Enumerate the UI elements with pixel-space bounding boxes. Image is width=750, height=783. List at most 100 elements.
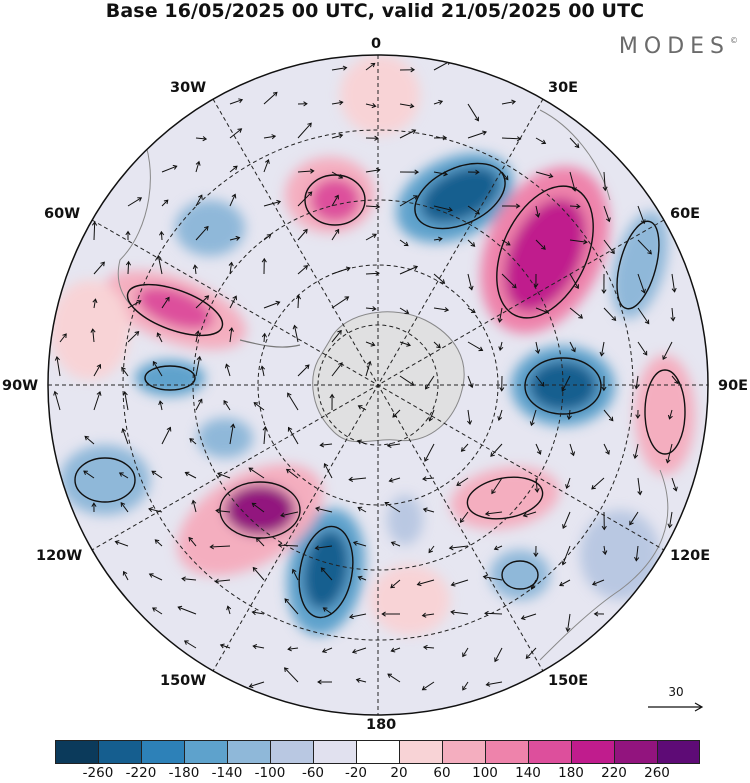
wind-arrowhead <box>84 435 90 441</box>
wind-arrow <box>568 409 571 420</box>
wind-arrow <box>93 391 101 411</box>
wind-arrowhead <box>413 265 419 271</box>
wind-arrowhead <box>295 294 302 300</box>
wind-arrowhead <box>284 598 290 603</box>
colorbar-tick-label: 20 <box>390 765 408 781</box>
lon-label-60e: 60E <box>670 206 701 222</box>
high-anomaly-80w <box>50 280 130 380</box>
wind-arrow <box>390 579 401 589</box>
wind-arrowhead <box>471 308 476 313</box>
colorbar-tick-label: -220 <box>125 765 157 781</box>
wind-arrow <box>160 231 163 241</box>
colorbar-tick-label: 60 <box>433 765 451 781</box>
wind-arrowhead <box>177 605 183 611</box>
colorbar-tick-label: -20 <box>344 765 368 781</box>
wind-arrow <box>229 327 233 343</box>
wind-arrowhead <box>421 612 427 618</box>
wind-arrowhead <box>272 91 278 97</box>
wind-arrow <box>194 265 197 275</box>
wind-arrowhead <box>534 488 540 493</box>
wind-arrowhead <box>386 442 392 448</box>
wind-arrowhead <box>644 319 650 325</box>
wind-arrow <box>569 307 583 319</box>
wind-arrow <box>297 191 313 207</box>
wind-arrow <box>215 579 231 582</box>
colorbar-swatch <box>55 740 98 764</box>
wind-arrow <box>323 607 333 615</box>
wind-arrowhead <box>232 295 237 301</box>
wind-arrowhead <box>280 512 285 518</box>
wind-arrow <box>195 161 200 173</box>
wind-arrowhead <box>522 512 528 518</box>
wind-arrowhead <box>671 287 677 293</box>
wind-arrow <box>252 567 265 581</box>
wind-arrowhead <box>323 462 329 468</box>
wind-arrow <box>422 613 435 617</box>
wind-arrow <box>263 234 272 241</box>
wind-arrowhead <box>62 333 67 339</box>
wind-arrowhead <box>253 402 259 407</box>
colorbar-swatch <box>313 740 356 764</box>
wind-arrow <box>501 239 511 246</box>
wind-arrow <box>535 205 539 218</box>
wind-arrow <box>429 409 435 421</box>
low-anomaly-100w <box>197 418 253 458</box>
wind-arrowhead <box>591 581 597 586</box>
wind-arrow <box>288 427 299 445</box>
wind-arrow <box>331 195 339 207</box>
colorbar-tick-label: -100 <box>254 765 286 781</box>
wind-arrow <box>217 472 231 479</box>
wind-arrow <box>261 366 265 377</box>
wind-arrow <box>629 511 639 525</box>
wind-arrowhead <box>601 386 607 392</box>
wind-arrow <box>284 598 299 615</box>
wind-arrowhead <box>390 647 396 653</box>
wind-arrowhead <box>261 257 267 263</box>
wind-arrowhead <box>125 260 132 266</box>
wind-arrowhead <box>459 518 465 523</box>
wind-arrowhead <box>125 230 131 236</box>
wind-arrow <box>601 341 605 356</box>
wind-arrowhead <box>303 101 308 107</box>
wind-arrowhead <box>348 614 354 620</box>
wind-arrowhead <box>533 283 539 288</box>
logo-mark: © <box>730 36 738 45</box>
wind-arrow <box>501 273 517 289</box>
wind-arrow <box>467 205 480 215</box>
wind-arrow <box>433 171 448 175</box>
lon-label-30w: 30W <box>170 80 207 96</box>
wind-arrow <box>93 261 105 275</box>
wind-arrowhead <box>608 416 614 422</box>
wind-arrow <box>662 341 673 360</box>
wind-arrowhead <box>338 133 344 139</box>
wind-arrow <box>561 375 571 392</box>
wind-arrowhead <box>634 384 640 390</box>
wind-arrow <box>229 194 236 207</box>
wind-arrow <box>365 103 376 107</box>
wind-arrowhead <box>629 520 634 526</box>
lon-label-60w: 60W <box>44 206 81 222</box>
wind-arrowhead <box>251 610 257 616</box>
wind-arrow <box>422 477 435 480</box>
lon-label-90w: 90W <box>2 378 39 394</box>
wind-arrowhead <box>319 442 325 448</box>
wind-arrow <box>392 409 401 418</box>
lon-label-30e: 30E <box>548 80 579 96</box>
wind-arrow <box>494 545 503 550</box>
wind-arrowhead <box>122 570 128 576</box>
wind-arrowhead <box>226 605 232 611</box>
wind-arrowhead <box>154 539 160 544</box>
wind-arrow <box>278 544 299 547</box>
wind-arrowhead <box>181 576 186 582</box>
wind-arrowhead <box>148 507 153 513</box>
wind-arrowhead <box>287 392 292 398</box>
wind-arrow <box>151 470 163 479</box>
wind-arrow <box>297 265 308 275</box>
wind-arrow <box>93 221 96 241</box>
wind-arrow <box>501 171 509 180</box>
colorbar-swatch <box>184 740 227 764</box>
wind-arrow <box>127 300 142 309</box>
wind-arrowhead <box>438 236 443 242</box>
wind-arrow <box>634 443 639 459</box>
wind-arrowhead <box>158 400 164 406</box>
